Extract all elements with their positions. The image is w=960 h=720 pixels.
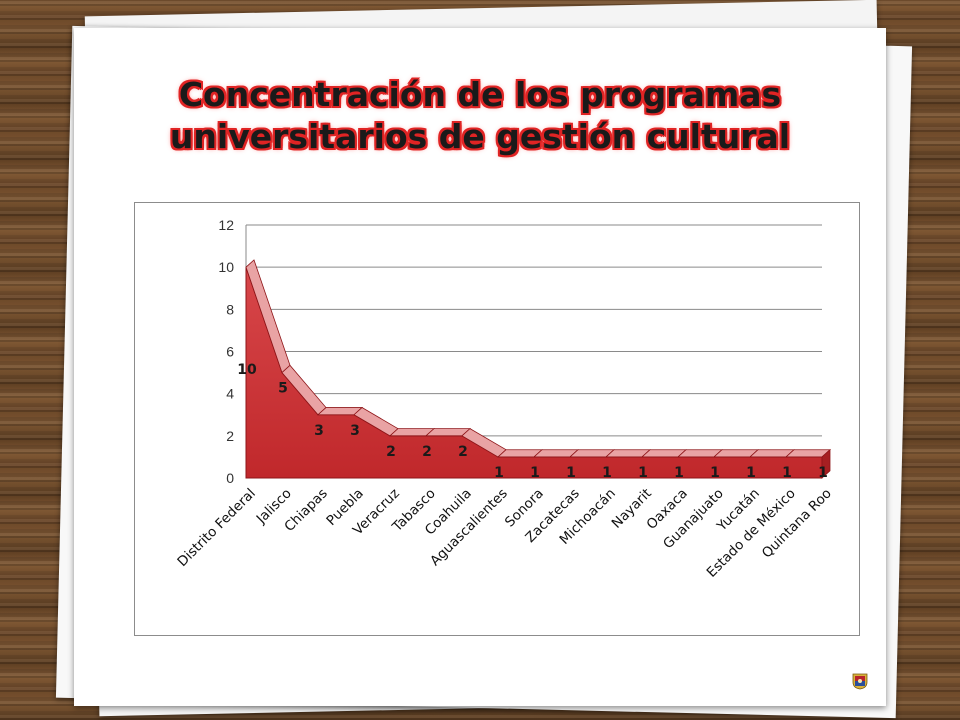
data-label: 2 bbox=[422, 444, 432, 460]
y-tick-label: 2 bbox=[226, 428, 234, 444]
data-label: 1 bbox=[710, 465, 720, 481]
y-tick-label: 0 bbox=[226, 470, 234, 486]
x-category-label: Distrito Federal bbox=[174, 486, 258, 570]
data-label: 2 bbox=[386, 444, 396, 460]
y-tick-label: 10 bbox=[218, 259, 234, 275]
area-side-face bbox=[821, 448, 831, 479]
y-tick-label: 8 bbox=[226, 301, 234, 317]
data-label: 1 bbox=[530, 465, 540, 481]
data-label: 1 bbox=[602, 465, 612, 481]
slide-title-line-2: universitarios de gestión cultural bbox=[169, 116, 791, 156]
data-label: 3 bbox=[350, 423, 360, 439]
data-label: 1 bbox=[818, 465, 828, 481]
data-label: 1 bbox=[638, 465, 648, 481]
data-label: 2 bbox=[458, 444, 468, 460]
y-tick-label: 6 bbox=[226, 344, 234, 360]
data-label: 3 bbox=[314, 423, 324, 439]
data-label: 10 bbox=[237, 362, 257, 378]
data-label: 5 bbox=[278, 381, 288, 397]
data-label: 1 bbox=[782, 465, 792, 481]
slide-title-line-1: Concentración de los programas bbox=[178, 75, 782, 114]
slide-title: Concentración de los programas universit… bbox=[74, 74, 886, 157]
chart-frame: 0 2 4 6 8 10 12 Distrito Federal Jalisco Chiapas P… bbox=[134, 202, 860, 636]
university-seal-icon bbox=[852, 673, 868, 690]
y-tick-label: 4 bbox=[226, 386, 234, 402]
area-series bbox=[245, 267, 823, 479]
data-label: 1 bbox=[494, 465, 504, 481]
data-label: 1 bbox=[746, 465, 756, 481]
y-tick-label: 12 bbox=[218, 217, 234, 233]
data-label: 1 bbox=[674, 465, 684, 481]
data-label: 1 bbox=[566, 465, 576, 481]
